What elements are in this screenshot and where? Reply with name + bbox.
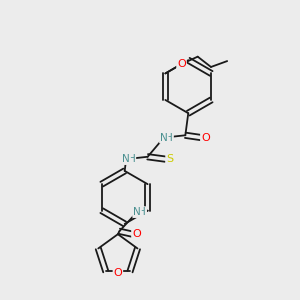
- Text: H: H: [128, 154, 135, 164]
- Text: N: N: [133, 207, 141, 217]
- Text: H: H: [165, 133, 173, 142]
- Text: O: O: [201, 133, 210, 142]
- Text: H: H: [139, 207, 146, 217]
- Text: O: O: [113, 268, 122, 278]
- Text: S: S: [166, 154, 173, 164]
- Text: O: O: [177, 59, 186, 69]
- Text: N: N: [122, 154, 130, 164]
- Text: N: N: [160, 133, 168, 142]
- Text: O: O: [132, 229, 141, 239]
